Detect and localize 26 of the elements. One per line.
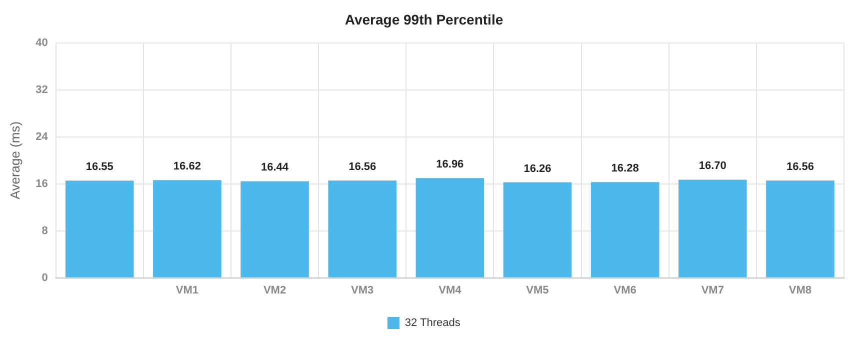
text: 16.56 [348, 161, 376, 174]
x-tick-label: VM1 [176, 284, 199, 296]
x-tick-label: VM2 [263, 284, 286, 296]
y-tick-label: 16 [36, 178, 48, 190]
text: 16.44 [261, 162, 289, 174]
y-tick-label: 24 [36, 130, 49, 143]
x-tick-label: VM8 [788, 284, 812, 296]
text: 16.70 [698, 160, 726, 172]
text: 16.28 [611, 162, 639, 175]
text: 16.56 [786, 161, 814, 174]
text: 16.55 [86, 161, 114, 174]
legend-label: 32 Threads [404, 317, 461, 330]
x-tick-label: VM5 [526, 284, 549, 296]
x-tick-label: VM3 [351, 284, 374, 296]
text: 16.96 [436, 158, 464, 171]
text: 16.62 [173, 160, 201, 173]
x-tick-label: VM6 [614, 284, 636, 296]
y-axis-title: Average (ms) [7, 121, 22, 200]
y-tick-label: 0 [42, 272, 48, 284]
y-tick-label: 32 [36, 84, 48, 96]
y-tick-label: 8 [42, 224, 48, 237]
y-tick-label: 40 [36, 36, 48, 49]
x-tick-label: VM7 [701, 284, 724, 296]
text: 16.26 [524, 162, 552, 175]
x-tick-label: VM4 [438, 284, 462, 296]
chart-title: Average 99th Percentile [344, 11, 504, 28]
